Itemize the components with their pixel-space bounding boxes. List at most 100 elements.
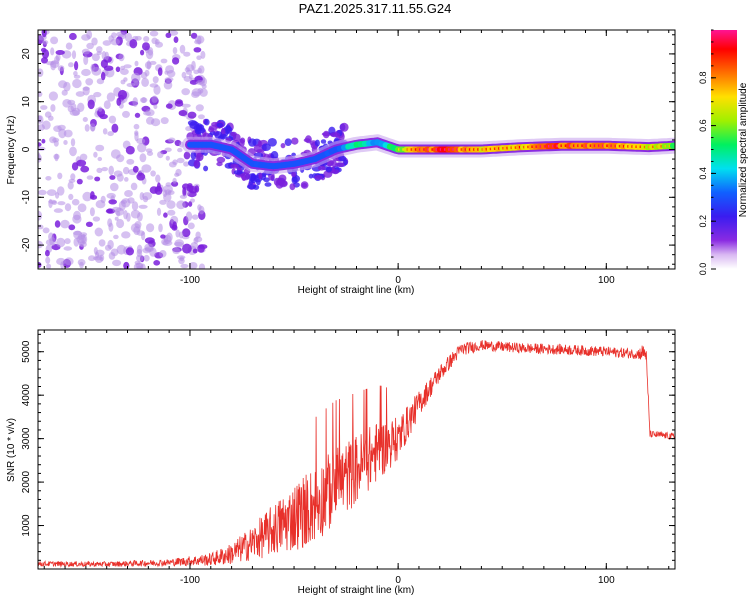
noise-blob xyxy=(38,189,47,196)
noise-blob xyxy=(91,37,98,46)
noise-blob xyxy=(136,254,144,262)
noise-blob xyxy=(56,257,66,266)
noise-blob xyxy=(151,95,158,103)
noise-blob xyxy=(191,60,196,71)
snr-y-axis-label: SNR (10 * v/v) xyxy=(6,418,17,482)
ridge-scatter-blob xyxy=(322,130,330,139)
noise-blob xyxy=(90,191,95,199)
noise-blob xyxy=(107,239,114,250)
colorbar-tick-label: 0.0 xyxy=(698,263,708,276)
noise-blob xyxy=(61,89,68,96)
noise-blob xyxy=(101,167,108,172)
ridge-scatter-blob xyxy=(330,132,341,138)
noise-blob xyxy=(136,138,146,145)
noise-blob xyxy=(112,259,122,267)
ridge-scatter-blob xyxy=(338,155,347,162)
noise-blob xyxy=(196,55,202,60)
noise-blob xyxy=(120,68,129,75)
noise-blob xyxy=(95,200,106,209)
noise-blob xyxy=(126,158,135,165)
noise-blob xyxy=(149,186,159,194)
noise-blob xyxy=(133,226,141,236)
noise-blob xyxy=(193,69,200,75)
noise-blob xyxy=(182,228,191,238)
noise-blob xyxy=(172,221,177,230)
noise-blob xyxy=(116,244,127,255)
noise-blob xyxy=(177,147,183,153)
noise-blob xyxy=(86,42,94,50)
noise-blob xyxy=(197,244,205,253)
noise-blob xyxy=(72,78,82,89)
noise-blob xyxy=(187,222,195,230)
noise-blob xyxy=(63,246,73,251)
noise-blob xyxy=(124,190,133,197)
noise-blob xyxy=(76,159,87,167)
noise-blob xyxy=(186,185,194,192)
y-tick-label: 10 xyxy=(21,96,32,108)
noise-blob xyxy=(108,35,114,42)
noise-blob xyxy=(194,39,202,45)
noise-blob xyxy=(155,41,163,48)
colorbar-tick-label: 0.4 xyxy=(698,167,708,180)
ridge-scatter-blob xyxy=(208,127,215,133)
noise-blob xyxy=(190,198,195,203)
noise-blob xyxy=(109,175,116,180)
noise-blob xyxy=(194,185,200,193)
noise-blob xyxy=(55,50,65,55)
noise-blob xyxy=(70,173,76,181)
ridge-scatter-blob xyxy=(194,128,202,135)
noise-blob xyxy=(108,165,114,176)
noise-blob xyxy=(153,260,161,266)
noise-blob xyxy=(183,51,191,57)
noise-blob xyxy=(138,204,148,209)
ridge-scatter-blob xyxy=(280,143,286,149)
noise-blob xyxy=(146,151,154,157)
y-tick-label: 3000 xyxy=(21,427,32,450)
noise-blob xyxy=(85,221,93,227)
noise-blob xyxy=(139,153,147,163)
noise-blob xyxy=(94,227,104,237)
noise-blob xyxy=(133,123,140,130)
ridge-scatter-blob xyxy=(221,133,227,139)
noise-blob xyxy=(174,100,184,107)
ridge-scatter-blob xyxy=(291,171,297,178)
colorbar-tick-label: 0.2 xyxy=(698,215,708,228)
noise-blob xyxy=(150,118,161,127)
noise-blob xyxy=(106,92,116,102)
x-tick-label: -100 xyxy=(180,575,200,586)
noise-blob xyxy=(50,104,56,112)
noise-blob xyxy=(84,124,90,132)
noise-blob xyxy=(88,255,96,262)
ridge-scatter-blob xyxy=(214,131,223,140)
noise-blob xyxy=(163,192,172,202)
y-tick-label: -10 xyxy=(21,190,32,205)
noise-blob xyxy=(122,110,130,118)
ridge-scatter-blob xyxy=(248,138,257,147)
snr-marks xyxy=(38,340,675,568)
noise-blob xyxy=(188,262,198,269)
noise-blob xyxy=(77,203,87,213)
noise-blob xyxy=(165,103,173,109)
noise-blob xyxy=(68,224,76,231)
noise-blob xyxy=(98,239,106,247)
noise-blob xyxy=(182,243,192,254)
noise-blob xyxy=(94,176,101,182)
noise-blob xyxy=(46,189,57,197)
noise-blob xyxy=(198,263,206,269)
noise-blob xyxy=(158,223,163,233)
noise-blob xyxy=(107,131,114,137)
noise-blob xyxy=(185,69,193,75)
ridge-scatter-blob xyxy=(230,131,237,137)
noise-blob xyxy=(96,46,103,53)
noise-blob xyxy=(195,80,205,86)
noise-blob xyxy=(69,109,80,116)
noise-blob xyxy=(111,206,122,213)
noise-blob xyxy=(64,203,72,212)
noise-blob xyxy=(42,227,50,234)
noise-blob xyxy=(124,32,133,42)
noise-blob xyxy=(70,138,76,147)
noise-blob xyxy=(172,57,180,65)
noise-blob xyxy=(86,30,93,40)
